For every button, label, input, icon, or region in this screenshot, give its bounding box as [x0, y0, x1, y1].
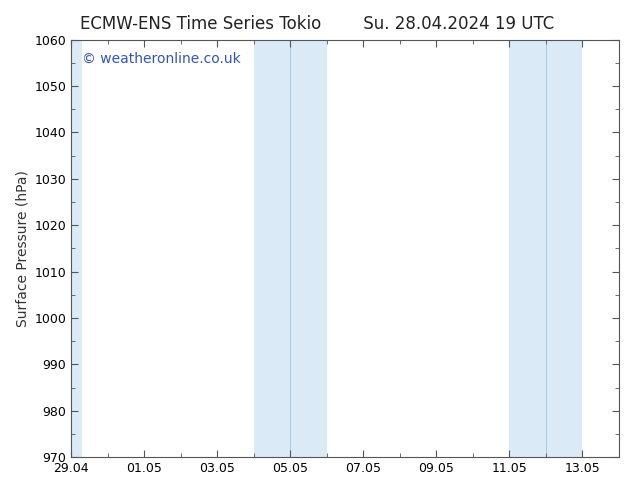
Bar: [510, 40, 583, 457]
Y-axis label: Surface Pressure (hPa): Surface Pressure (hPa): [15, 170, 29, 327]
Text: © weatheronline.co.uk: © weatheronline.co.uk: [82, 52, 241, 66]
Text: ECMW-ENS Time Series Tokio        Su. 28.04.2024 19 UTC: ECMW-ENS Time Series Tokio Su. 28.04.202…: [80, 15, 554, 33]
Bar: [70, 40, 82, 457]
Bar: [254, 40, 327, 457]
